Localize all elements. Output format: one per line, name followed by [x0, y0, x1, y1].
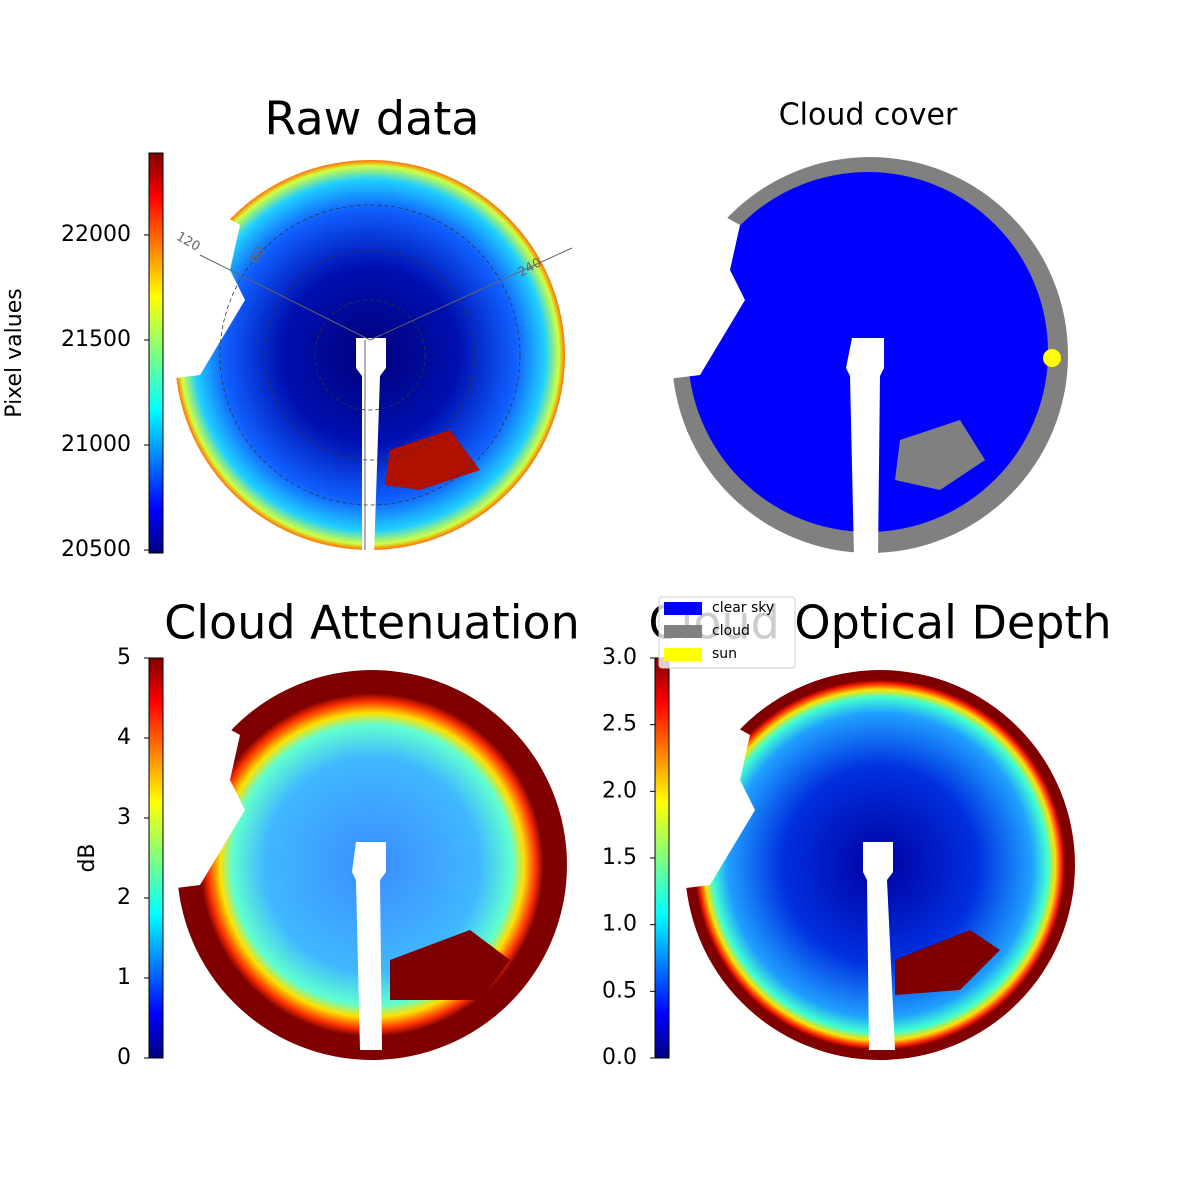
legend-label: cloud: [712, 623, 750, 639]
legend-swatch: [664, 625, 702, 638]
tick-label: 1: [117, 965, 131, 990]
tick-label: 2.5: [602, 712, 637, 737]
tick-label: 20500: [61, 537, 131, 562]
sky-images: [160, 157, 1075, 1060]
colorbar-label: dB: [75, 843, 100, 872]
legend-swatch: [664, 648, 702, 661]
colorbar: [148, 152, 164, 554]
tick-label: 0.0: [602, 1045, 637, 1070]
azimuth-lines: [199, 247, 573, 550]
tick-label: 3.0: [602, 645, 637, 670]
cloud-patch: [895, 930, 1000, 995]
panel-title: Cloud cover: [779, 98, 958, 133]
cloud-patch: [385, 430, 480, 490]
tick-label: 2.0: [602, 778, 637, 803]
cloud-patch: [390, 930, 510, 1000]
tick-label: 1.0: [602, 912, 637, 937]
sun-marker: [1043, 349, 1061, 367]
colorbar: [148, 657, 164, 1059]
tick-label: 1.5: [602, 845, 637, 870]
masks: [160, 180, 895, 1050]
panel-title: Raw data: [265, 92, 480, 146]
colorbar: [654, 657, 670, 1059]
tick-label: 5: [117, 645, 131, 670]
cloud-patch: [895, 420, 985, 490]
tick-label: 4: [117, 725, 131, 750]
tick-label: 2: [117, 885, 131, 910]
legend-label: sun: [712, 646, 737, 662]
tick-label: 0.5: [602, 978, 637, 1003]
tick-label: 0: [117, 1045, 131, 1070]
tick-label: 3: [117, 805, 131, 830]
legend-swatch: [664, 602, 702, 615]
colorbar-label: Pixel values: [2, 288, 27, 417]
panel-title: Cloud Attenuation: [164, 596, 580, 650]
legend-label: clear sky: [712, 600, 774, 616]
tick-label: 22000: [61, 222, 131, 247]
tick-label: 21500: [61, 327, 131, 352]
polar-label: 80: [247, 244, 268, 266]
polar-grid: [219, 204, 521, 506]
tick-label: 21000: [61, 432, 131, 457]
